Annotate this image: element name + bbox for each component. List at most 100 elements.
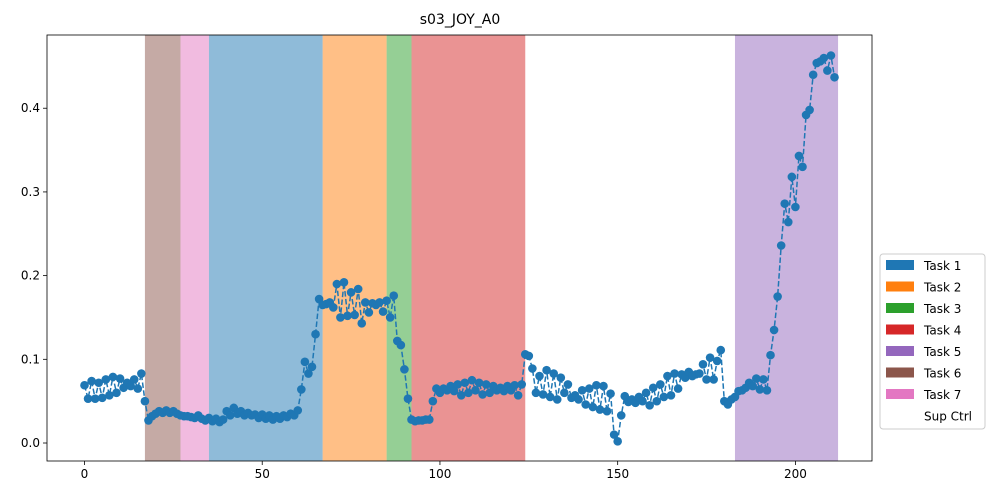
data-point xyxy=(456,391,466,400)
data-point xyxy=(588,402,598,412)
data-point xyxy=(584,384,594,393)
data-point xyxy=(304,369,313,378)
data-point xyxy=(311,329,320,339)
y-tick-label: 0.4 xyxy=(21,101,40,115)
data-point xyxy=(609,430,619,439)
legend-swatch xyxy=(886,346,914,356)
data-point xyxy=(513,391,523,400)
data-point xyxy=(695,369,704,378)
x-tick-label: 50 xyxy=(255,467,270,481)
data-point xyxy=(346,288,356,297)
data-line xyxy=(83,55,836,444)
data-point xyxy=(592,380,601,390)
data-point xyxy=(524,351,534,361)
data-point xyxy=(94,378,104,388)
data-point xyxy=(773,292,782,301)
data-point xyxy=(652,396,662,406)
data-point xyxy=(645,401,654,410)
data-point xyxy=(599,381,608,391)
legend-label: Task 7 xyxy=(923,388,961,402)
data-point xyxy=(350,310,359,320)
legend-swatch xyxy=(886,389,914,399)
data-point xyxy=(126,381,136,391)
data-point xyxy=(780,199,790,208)
data-point xyxy=(389,291,399,301)
data-point xyxy=(556,373,566,383)
legend-label: Sup Ctrl xyxy=(924,410,972,424)
data-point xyxy=(606,389,615,398)
data-point xyxy=(225,411,235,420)
task-span xyxy=(322,35,387,461)
data-point xyxy=(112,388,121,398)
y-tick-label: 0.0 xyxy=(21,436,40,450)
data-point xyxy=(137,369,146,378)
data-point xyxy=(595,405,605,414)
x-tick-label: 0 xyxy=(81,467,89,481)
legend-swatch xyxy=(886,410,914,421)
data-point xyxy=(577,385,587,395)
x-tick-label: 200 xyxy=(784,467,807,481)
data-point xyxy=(97,393,107,403)
legend-label: Task 4 xyxy=(923,324,961,338)
data-point xyxy=(716,345,726,355)
data-point xyxy=(830,72,839,82)
data-point xyxy=(794,151,804,161)
data-point xyxy=(574,395,583,404)
data-point xyxy=(648,383,658,393)
data-point xyxy=(670,369,679,378)
data-point xyxy=(357,319,367,328)
task-span xyxy=(734,35,839,461)
legend-label: Task 1 xyxy=(923,259,961,273)
data-point xyxy=(638,396,647,406)
data-point xyxy=(329,303,338,312)
data-point xyxy=(581,400,590,409)
data-point xyxy=(115,374,125,383)
task-span xyxy=(208,35,323,461)
data-point xyxy=(83,394,93,403)
data-point xyxy=(87,376,96,386)
data-point xyxy=(467,375,477,385)
data-point xyxy=(108,372,118,382)
data-point xyxy=(755,385,765,394)
data-point xyxy=(549,369,558,378)
x-tick-label: 150 xyxy=(606,467,629,481)
data-point xyxy=(545,392,555,402)
data-point xyxy=(552,395,562,404)
task-span xyxy=(144,35,181,461)
legend-swatch xyxy=(886,260,914,270)
data-point xyxy=(759,375,768,384)
data-point xyxy=(769,325,779,335)
y-tick-label: 0.3 xyxy=(21,185,40,199)
data-point xyxy=(424,415,434,424)
data-point xyxy=(787,172,797,182)
data-point xyxy=(538,390,548,399)
task-span xyxy=(180,35,209,461)
task-span xyxy=(411,35,526,461)
legend-label: Task 6 xyxy=(923,367,961,381)
data-point xyxy=(542,365,551,375)
data-point xyxy=(105,391,114,400)
data-point xyxy=(776,241,786,250)
chart-title: s03_JOY_A0 xyxy=(420,12,501,28)
data-point xyxy=(823,66,832,75)
data-point xyxy=(563,380,573,389)
data-point xyxy=(300,357,310,367)
x-tick-label: 100 xyxy=(428,467,451,481)
data-point xyxy=(428,396,438,406)
data-point xyxy=(396,340,406,350)
data-point xyxy=(80,380,89,390)
data-point xyxy=(752,374,761,383)
data-point xyxy=(382,296,391,306)
data-point xyxy=(293,406,303,415)
data-point xyxy=(808,70,818,80)
data-point xyxy=(364,308,374,317)
data-point xyxy=(453,380,463,389)
data-point xyxy=(666,391,676,400)
data-point xyxy=(535,371,544,381)
data-point xyxy=(616,411,626,420)
data-point xyxy=(353,284,363,294)
y-tick-label: 0.1 xyxy=(21,352,40,366)
legend-box xyxy=(879,253,986,430)
data-point xyxy=(478,390,487,399)
